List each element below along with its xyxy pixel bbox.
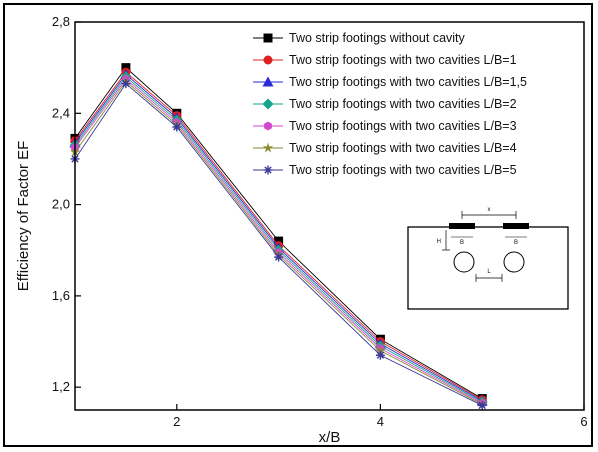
- legend-label: Two strip footings with two cavities L/B…: [289, 97, 517, 111]
- footing-left: [449, 223, 475, 229]
- legend-marker: [262, 142, 274, 153]
- series-7: [70, 79, 487, 410]
- inset-label-b: B: [514, 240, 518, 246]
- tick-labels: 2 4 6 1,2 1,6 2,0 2,4 2,8: [52, 14, 588, 429]
- x-tick-label: 4: [377, 414, 384, 429]
- inset-label-x: x: [488, 207, 491, 213]
- series-line: [74, 80, 483, 405]
- inset-border: [407, 226, 569, 310]
- inset-label-b: B: [460, 240, 464, 246]
- legend-marker: [263, 55, 273, 65]
- x-axis-label: x/B: [319, 429, 341, 446]
- data-point: [274, 252, 284, 262]
- inset-label-h: H: [437, 239, 441, 245]
- series-line: [74, 73, 483, 402]
- plot-border: [74, 21, 585, 411]
- legend-label: Two strip footings with two cavities L/B…: [289, 141, 517, 155]
- legend-item: Two strip footings without cavity: [253, 31, 466, 45]
- legend-label: Two strip footings with two cavities L/B…: [289, 119, 517, 133]
- legend-label: Two strip footings with two cavities L/B…: [289, 163, 517, 177]
- series-line: [74, 82, 483, 406]
- legend-item: Two strip footings with two cavities L/B…: [253, 141, 517, 155]
- legend: Two strip footings without cavity Two str…: [253, 31, 527, 177]
- series-line: [74, 66, 483, 399]
- x-tick-label: 6: [580, 414, 587, 429]
- legend-item: Two strip footings with two cavities L/B…: [253, 119, 517, 133]
- data-point: [274, 236, 284, 246]
- series-line: [74, 76, 483, 403]
- data-point: [375, 350, 385, 360]
- inset-label-l: L: [487, 269, 491, 275]
- x-tick-label: 2: [173, 414, 180, 429]
- chart-frame: [3, 3, 593, 447]
- footing-right: [503, 223, 529, 229]
- data-point: [375, 345, 386, 356]
- axes: [74, 21, 585, 411]
- cavity-right: [503, 251, 525, 273]
- series-line: [74, 71, 483, 401]
- legend-item: Two strip footings with two cavities L/B…: [253, 97, 517, 111]
- legend-marker: [263, 33, 273, 43]
- data-point: [477, 400, 487, 410]
- series-layer: [69, 63, 488, 410]
- y-tick-label: 2,4: [52, 105, 70, 120]
- y-tick-label: 2,8: [52, 14, 70, 29]
- legend-item: Two strip footings with two cavities L/B…: [253, 75, 527, 89]
- legend-item: Two strip footings with two cavities L/B…: [253, 163, 517, 177]
- data-point: [172, 122, 182, 132]
- legend-item: Two strip footings with two cavities L/B…: [253, 53, 517, 67]
- cavity-left: [453, 251, 475, 273]
- legend-marker: [263, 165, 273, 175]
- data-point: [121, 63, 131, 73]
- legend-marker: [264, 121, 272, 131]
- y-tick-label: 1,2: [52, 379, 70, 394]
- y-tick-label: 1,6: [52, 288, 70, 303]
- data-point: [121, 79, 131, 89]
- y-tick-label: 2,0: [52, 197, 70, 212]
- legend-label: Two strip footings with two cavities L/B…: [289, 75, 527, 89]
- legend-marker: [262, 76, 274, 87]
- legend-label: Two strip footings without cavity: [289, 31, 466, 45]
- inset-diagram: x H B B L: [407, 207, 569, 310]
- series-line: [74, 78, 483, 404]
- legend-marker: [262, 98, 274, 110]
- y-axis-label: Efficiency of Factor EF: [15, 141, 32, 292]
- legend-label: Two strip footings with two cavities L/B…: [289, 53, 517, 67]
